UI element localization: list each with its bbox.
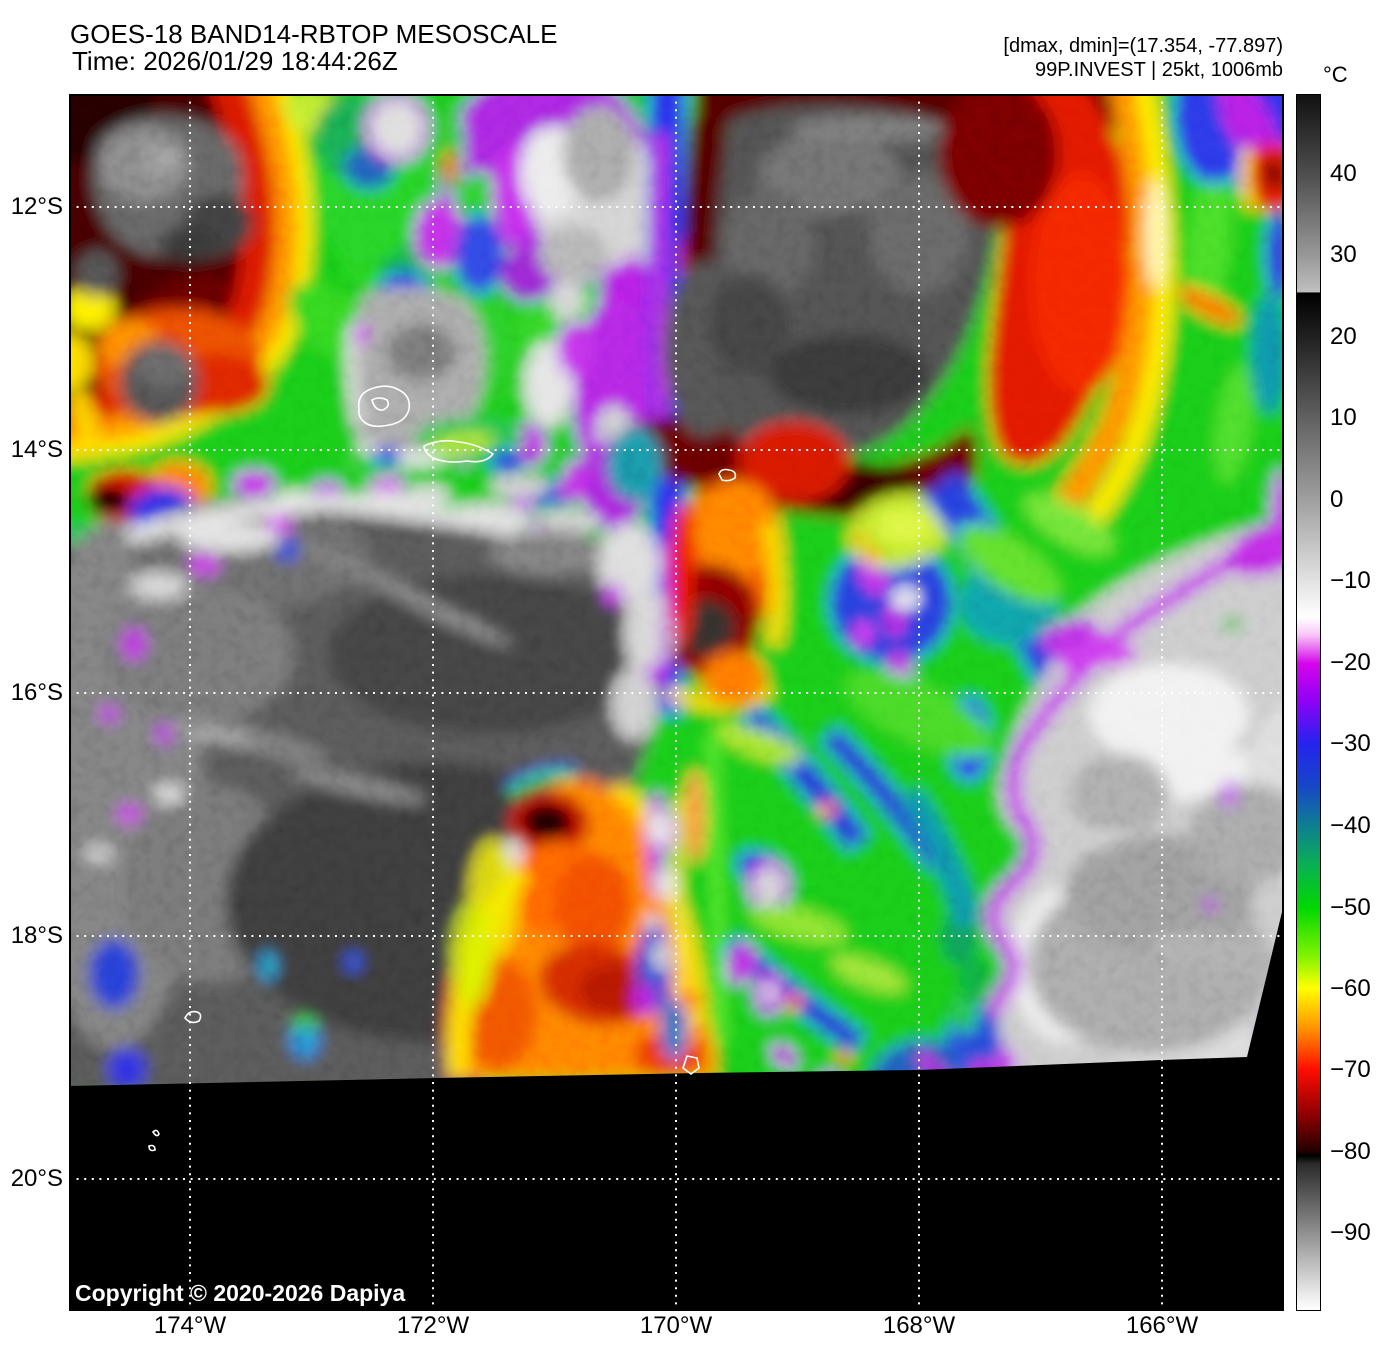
svg-text:Copyright © 2020-2026 Dapiya: Copyright © 2020-2026 Dapiya (75, 1280, 405, 1306)
